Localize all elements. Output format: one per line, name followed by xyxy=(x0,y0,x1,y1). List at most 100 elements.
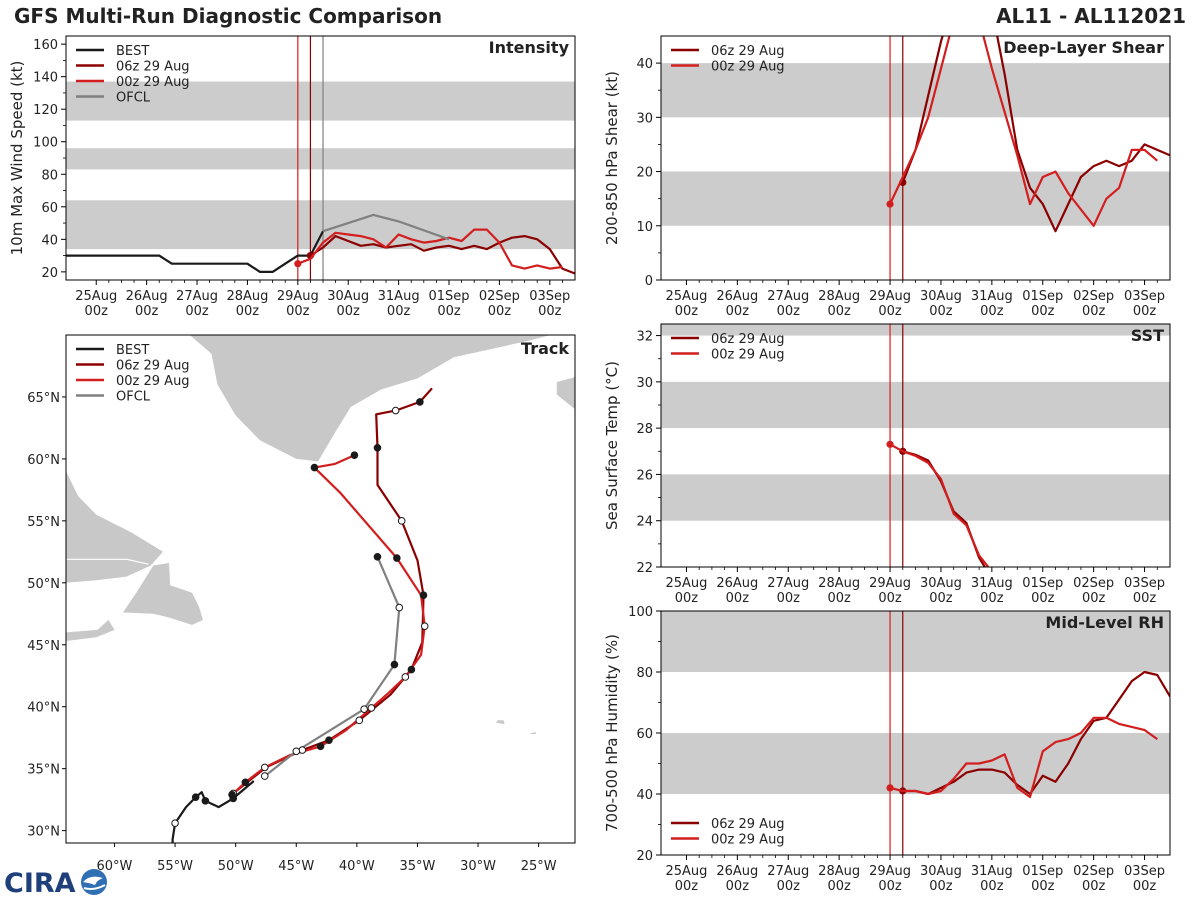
track-point-ofcl xyxy=(260,772,269,780)
shear-xtick-day: 31Aug xyxy=(971,289,1013,304)
rh-xtick-day: 30Aug xyxy=(920,864,962,879)
sst-ytick-label: 32 xyxy=(636,330,653,345)
sst-band xyxy=(661,324,1170,336)
track-point-run00z xyxy=(401,673,410,681)
sst-band xyxy=(661,474,1170,521)
rh-xtick-day: 02Sep xyxy=(1073,864,1114,879)
sst-xtick-hour: 00z xyxy=(827,591,851,606)
sst-ylabel: Sea Surface Temp (°C) xyxy=(603,361,621,530)
shear-xtick-day: 25Aug xyxy=(665,289,707,304)
shear-xtick-hour: 00z xyxy=(777,304,801,319)
track-point-run06z xyxy=(416,398,424,406)
sst-title: SST xyxy=(1131,326,1164,345)
province-boundary xyxy=(66,558,149,565)
rh-xtick-day: 27Aug xyxy=(767,864,809,879)
sst-xtick-hour: 00z xyxy=(726,591,750,606)
rh-xtick-day: 29Aug xyxy=(869,864,911,879)
intensity-xtick-hour: 00z xyxy=(135,304,159,319)
shear-xtick-day: 27Aug xyxy=(767,289,809,304)
intensity-xtick-day: 26Aug xyxy=(126,289,168,304)
track-xtick-label: 25°W xyxy=(521,859,557,874)
track-ytick-label: 40°N xyxy=(27,701,60,716)
iceland-landmass xyxy=(556,377,575,410)
shear-xtick-day: 30Aug xyxy=(920,289,962,304)
shear-ytick-label: 10 xyxy=(636,220,653,235)
sst-xtick-day: 31Aug xyxy=(971,576,1013,591)
rh-ytick-label: 80 xyxy=(636,666,653,681)
intensity-ytick-label: 20 xyxy=(41,266,58,281)
track-point-ofcl xyxy=(395,603,404,612)
rh-ytick-label: 40 xyxy=(636,788,653,803)
track-xtick-label: 30°W xyxy=(460,859,496,874)
track-xtick-label: 55°W xyxy=(157,859,193,874)
sst-ytick-label: 26 xyxy=(636,468,653,483)
intensity-xtick-day: 01Sep xyxy=(428,289,469,304)
track-xtick-label: 35°W xyxy=(399,859,435,874)
rh-xtick-hour: 00z xyxy=(675,879,699,894)
sst-chart: 22242628303225Aug00z26Aug00z27Aug00z28Au… xyxy=(603,323,1171,606)
track-ytick-label: 50°N xyxy=(27,577,60,592)
intensity-ytick-label: 60 xyxy=(41,201,58,216)
rh-title: Mid-Level RH xyxy=(1045,613,1164,632)
shear-ytick-label: 30 xyxy=(636,111,653,126)
track-frame xyxy=(65,334,576,844)
shear-xtick-day: 03Sep xyxy=(1124,289,1165,304)
rh-ytick-label: 60 xyxy=(636,727,653,742)
rh-xtick-hour: 00z xyxy=(827,879,851,894)
sst-xtick-hour: 00z xyxy=(1133,591,1157,606)
rh-xtick-hour: 00z xyxy=(878,879,902,894)
shear-start-marker-run00z xyxy=(886,200,894,208)
sst-ytick-label: 24 xyxy=(636,515,653,530)
track-point-ofcl xyxy=(373,552,382,561)
rh-xtick-hour: 00z xyxy=(1133,879,1157,894)
sst-ytick-label: 22 xyxy=(636,561,653,576)
intensity-xtick-day: 27Aug xyxy=(176,289,218,304)
track-point-best xyxy=(191,793,200,801)
intensity-xtick-day: 29Aug xyxy=(277,289,319,304)
sst-xtick-day: 26Aug xyxy=(716,576,758,591)
shear-xtick-hour: 00z xyxy=(675,304,699,319)
intensity-band xyxy=(66,148,575,170)
track-point-ofcl xyxy=(360,705,368,713)
shear-ylabel: 200-850 hPa Shear (kt) xyxy=(603,71,621,245)
sst-xtick-day: 03Sep xyxy=(1124,576,1165,591)
track-xtick-label: 50°W xyxy=(218,859,254,874)
intensity-legend-label: OFCL xyxy=(116,91,151,106)
track-point-run00z xyxy=(367,704,376,712)
rh-legend-label: 00z 29 Aug xyxy=(711,833,785,848)
rh-xtick-day: 28Aug xyxy=(818,864,860,879)
track-xtick-label: 45°W xyxy=(278,859,314,874)
rh-xtick-day: 26Aug xyxy=(716,864,758,879)
shear-band xyxy=(661,63,1170,118)
intensity-xtick-hour: 00z xyxy=(185,304,209,319)
intensity-xtick-hour: 00z xyxy=(85,304,109,319)
track-ytick-label: 55°N xyxy=(27,515,60,530)
chart-title: GFS Multi-Run Diagnostic Comparison xyxy=(14,4,443,28)
shear-ytick-label: 0 xyxy=(645,274,653,289)
sst-xtick-day: 30Aug xyxy=(920,576,962,591)
shear-ytick-label: 40 xyxy=(636,57,653,72)
greenland-landmass xyxy=(189,335,551,462)
rh-xtick-day: 01Sep xyxy=(1022,864,1063,879)
track-legend-label: OFCL xyxy=(116,390,151,405)
track-ytick-label: 60°N xyxy=(27,453,60,468)
sst-xtick-day: 02Sep xyxy=(1073,576,1114,591)
sst-xtick-hour: 00z xyxy=(929,591,953,606)
track-legend-label: 06z 29 Aug xyxy=(116,359,190,374)
shear-xtick-day: 29Aug xyxy=(869,289,911,304)
rh-xtick-hour: 00z xyxy=(1031,879,1055,894)
sst-series-run00z xyxy=(889,443,990,567)
intensity-xtick-day: 28Aug xyxy=(226,289,268,304)
sst-xtick-day: 27Aug xyxy=(767,576,809,591)
rh-band xyxy=(661,733,1170,794)
intensity-xtick-hour: 00z xyxy=(236,304,260,319)
intensity-chart: 2040608010012014016025Aug00z26Aug00z27Au… xyxy=(8,35,576,319)
intensity-start-marker-run00z xyxy=(294,260,302,268)
azores-island xyxy=(528,732,537,734)
cira-logo: CIRA xyxy=(4,868,107,898)
rh-ylabel: 700-500 hPa Humidity (%) xyxy=(603,634,621,832)
shear-band xyxy=(661,171,1170,226)
shear-xtick-hour: 00z xyxy=(929,304,953,319)
intensity-xtick-hour: 00z xyxy=(286,304,310,319)
